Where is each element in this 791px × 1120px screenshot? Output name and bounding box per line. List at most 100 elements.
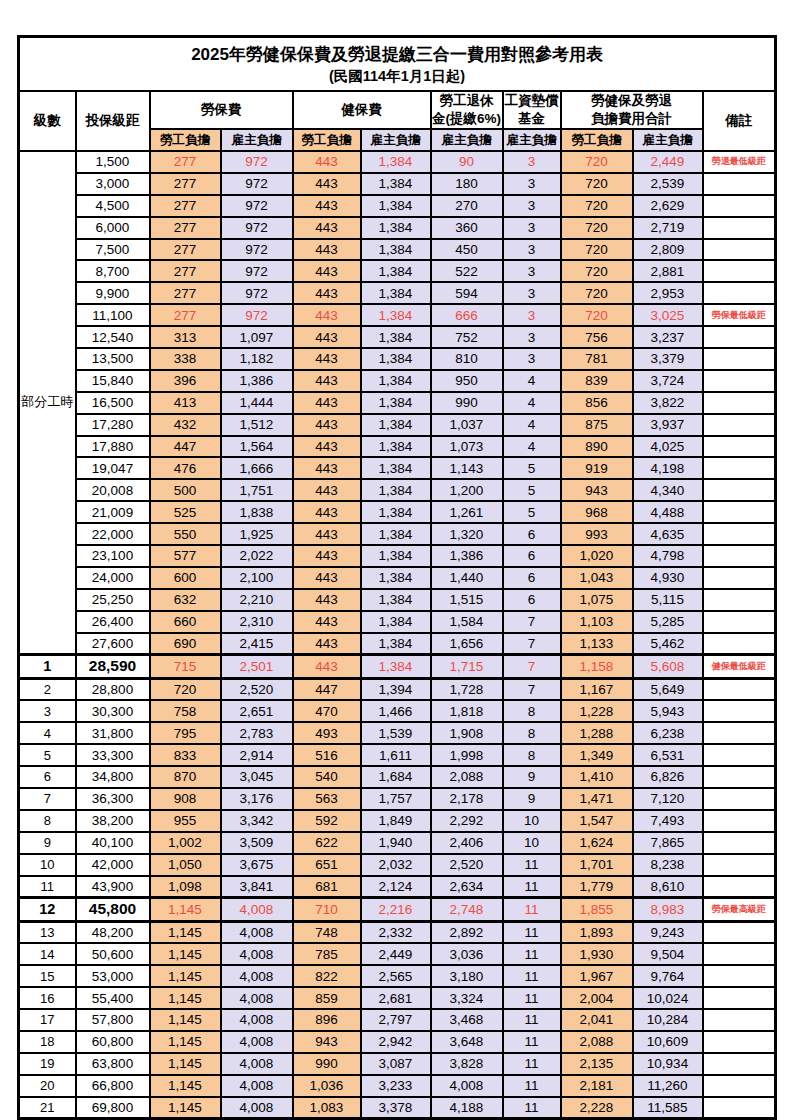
value-cell: 432 (150, 414, 221, 436)
level-cell: 19 (19, 1053, 76, 1075)
level-cell: 9 (19, 832, 76, 854)
value-cell: 1,384 (361, 282, 431, 304)
table-row: 17,2804321,5124431,3841,03748753,937 (19, 414, 776, 436)
value-cell: 2,124 (361, 876, 431, 898)
value-cell: 2,415 (221, 633, 293, 655)
value-cell: 2,681 (361, 987, 431, 1009)
value-cell: 1,145 (150, 897, 221, 921)
value-cell: 1,539 (361, 722, 431, 744)
health-employer-header: 雇主負擔 (361, 129, 431, 151)
remark-cell (703, 700, 776, 722)
value-cell: 3,675 (221, 854, 293, 876)
value-cell: 890 (561, 436, 633, 458)
value-cell: 2,292 (431, 810, 503, 832)
value-cell: 1,145 (150, 1053, 221, 1075)
value-cell: 338 (150, 348, 221, 370)
value-cell: 8,610 (633, 876, 703, 898)
value-cell: 592 (293, 810, 361, 832)
value-cell: 3 (503, 173, 561, 195)
value-cell: 1,656 (431, 633, 503, 655)
value-cell: 1,384 (361, 414, 431, 436)
value-cell: 2,449 (361, 943, 431, 965)
value-cell: 1,384 (361, 392, 431, 414)
value-cell: 955 (150, 810, 221, 832)
remark-cell (703, 479, 776, 501)
value-cell: 1,261 (431, 501, 503, 523)
value-cell: 3 (503, 151, 561, 173)
page-title: 2025年勞健保保費及勞退提繳三合一費用對照參考用表 (20, 43, 774, 68)
value-cell: 1,145 (150, 1031, 221, 1053)
bracket-cell: 30,300 (76, 700, 150, 722)
bracket-cell: 17,880 (76, 436, 150, 458)
value-cell: 1,925 (221, 523, 293, 545)
value-cell: 3,025 (633, 304, 703, 326)
value-cell: 715 (150, 654, 221, 678)
level-cell: 20 (19, 1075, 76, 1097)
remark-cell (703, 567, 776, 589)
value-cell: 2,520 (221, 678, 293, 700)
value-cell: 313 (150, 326, 221, 348)
remark-cell (703, 545, 776, 567)
remark-cell (703, 1009, 776, 1031)
remark-cell (703, 436, 776, 458)
value-cell: 1,145 (150, 1075, 221, 1097)
value-cell: 4,008 (221, 897, 293, 921)
bracket-cell: 21,009 (76, 501, 150, 523)
value-cell: 2,501 (221, 654, 293, 678)
bracket-cell: 33,300 (76, 744, 150, 766)
remark-cell (703, 370, 776, 392)
remark-cell (703, 195, 776, 217)
value-cell: 10,934 (633, 1053, 703, 1075)
value-cell: 2,332 (361, 921, 431, 943)
value-cell: 1,384 (361, 523, 431, 545)
value-cell: 3 (503, 217, 561, 239)
value-cell: 270 (431, 195, 503, 217)
level-cell: 13 (19, 921, 76, 943)
level-cell: 10 (19, 854, 76, 876)
remark-cell (703, 611, 776, 633)
value-cell: 1,384 (361, 173, 431, 195)
value-cell: 1,083 (293, 1097, 361, 1119)
value-cell: 443 (293, 348, 361, 370)
value-cell: 450 (431, 239, 503, 261)
value-cell: 3 (503, 348, 561, 370)
level-cell: 12 (19, 897, 76, 921)
table-row: 9,9002779724431,38459437202,953 (19, 282, 776, 304)
value-cell: 3,509 (221, 832, 293, 854)
value-cell: 516 (293, 744, 361, 766)
remark-cell (703, 678, 776, 700)
remark-cell (703, 239, 776, 261)
value-cell: 413 (150, 392, 221, 414)
bracket-cell: 60,800 (76, 1031, 150, 1053)
value-cell: 2,100 (221, 567, 293, 589)
value-cell: 1,386 (431, 545, 503, 567)
value-cell: 1,349 (561, 744, 633, 766)
value-cell: 1,384 (361, 567, 431, 589)
table-row: 1963,8001,1454,0089903,0873,828112,13510… (19, 1053, 776, 1075)
total-employer-header: 雇主負擔 (633, 129, 703, 151)
value-cell: 1,386 (221, 370, 293, 392)
pension-employer-header: 雇主負擔 (431, 129, 503, 151)
value-cell: 859 (293, 987, 361, 1009)
value-cell: 11,260 (633, 1075, 703, 1097)
value-cell: 3,822 (633, 392, 703, 414)
value-cell: 1,200 (431, 479, 503, 501)
wage-fund-line2: 基金 (504, 110, 560, 128)
value-cell: 2,539 (633, 173, 703, 195)
remark-cell (703, 810, 776, 832)
title-cell: 2025年勞健保保費及勞退提繳三合一費用對照參考用表 (民國114年1月1日起) (19, 37, 776, 92)
remark-cell (703, 173, 776, 195)
value-cell: 1,384 (361, 545, 431, 567)
value-cell: 3,176 (221, 788, 293, 810)
value-cell: 3,468 (431, 1009, 503, 1031)
value-cell: 1,855 (561, 897, 633, 921)
value-cell: 3 (503, 282, 561, 304)
value-cell: 443 (293, 151, 361, 173)
value-cell: 1,849 (361, 810, 431, 832)
value-cell: 651 (293, 854, 361, 876)
value-cell: 870 (150, 766, 221, 788)
bracket-cell: 11,100 (76, 304, 150, 326)
value-cell: 4,008 (221, 1053, 293, 1075)
value-cell: 2,406 (431, 832, 503, 854)
remark-cell (703, 921, 776, 943)
